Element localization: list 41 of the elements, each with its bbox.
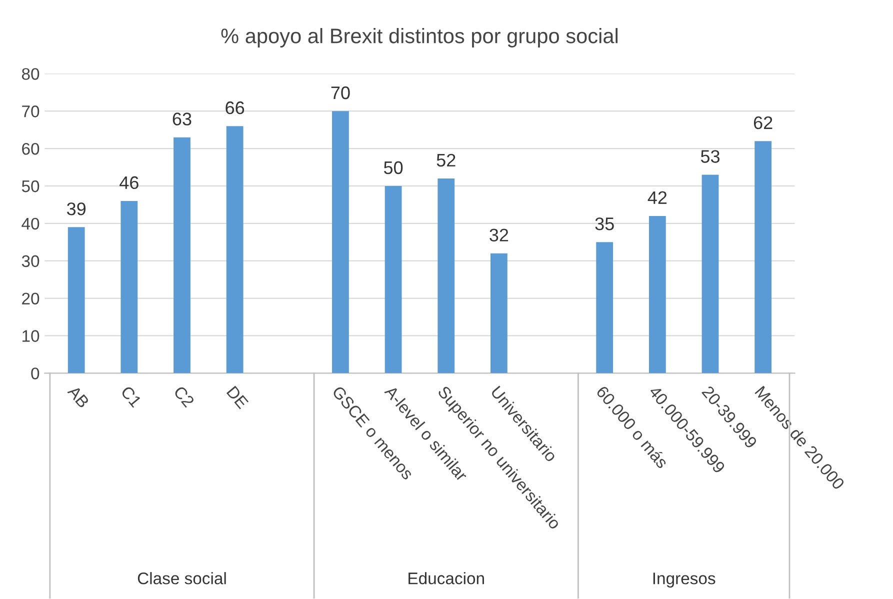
- bar: [226, 126, 244, 374]
- data-label: 32: [490, 228, 508, 242]
- data-label: 66: [226, 101, 244, 114]
- y-tick-label: 10: [22, 330, 40, 342]
- data-label: 70: [331, 86, 350, 100]
- bar: [174, 137, 190, 374]
- data-label: 50: [384, 161, 403, 174]
- data-label: 53: [700, 150, 720, 163]
- y-tick-label: 60: [22, 142, 40, 155]
- data-label: 39: [66, 202, 86, 216]
- x-tick-label: DE: [226, 386, 249, 410]
- y-tick-label: 70: [22, 106, 40, 118]
- x-tick-label: C1: [120, 385, 142, 408]
- y-tick-label: 50: [22, 180, 40, 192]
- bar: [384, 186, 402, 374]
- bar: [438, 178, 455, 374]
- text: Educacion: [408, 572, 484, 584]
- bar: [648, 216, 666, 374]
- x-tick-label: AB: [67, 384, 90, 408]
- bar: [702, 174, 719, 374]
- bar: [754, 141, 772, 374]
- y-tick-label: 40: [22, 218, 40, 230]
- y-tick-label: 0: [31, 368, 40, 380]
- bar: [68, 227, 85, 374]
- bar: [490, 253, 508, 374]
- x-tick-label: C2: [173, 385, 195, 408]
- bar: [120, 200, 138, 374]
- y-tick-label: 20: [22, 292, 40, 305]
- y-tick-label: 30: [22, 255, 40, 268]
- chart-title: % apoyo al Brexit distintos por grupo social: [221, 28, 618, 48]
- data-label: 63: [172, 112, 192, 126]
- bar: [596, 242, 614, 374]
- text: Ingresos: [653, 572, 716, 588]
- y-tick-label: 80: [22, 68, 40, 80]
- bar: [332, 111, 349, 374]
- data-label: 35: [595, 217, 614, 230]
- text: Clase social: [138, 572, 226, 584]
- data-label: 52: [436, 154, 456, 167]
- data-label: 46: [120, 176, 138, 190]
- data-label: 62: [754, 116, 772, 130]
- data-label: 42: [648, 191, 667, 204]
